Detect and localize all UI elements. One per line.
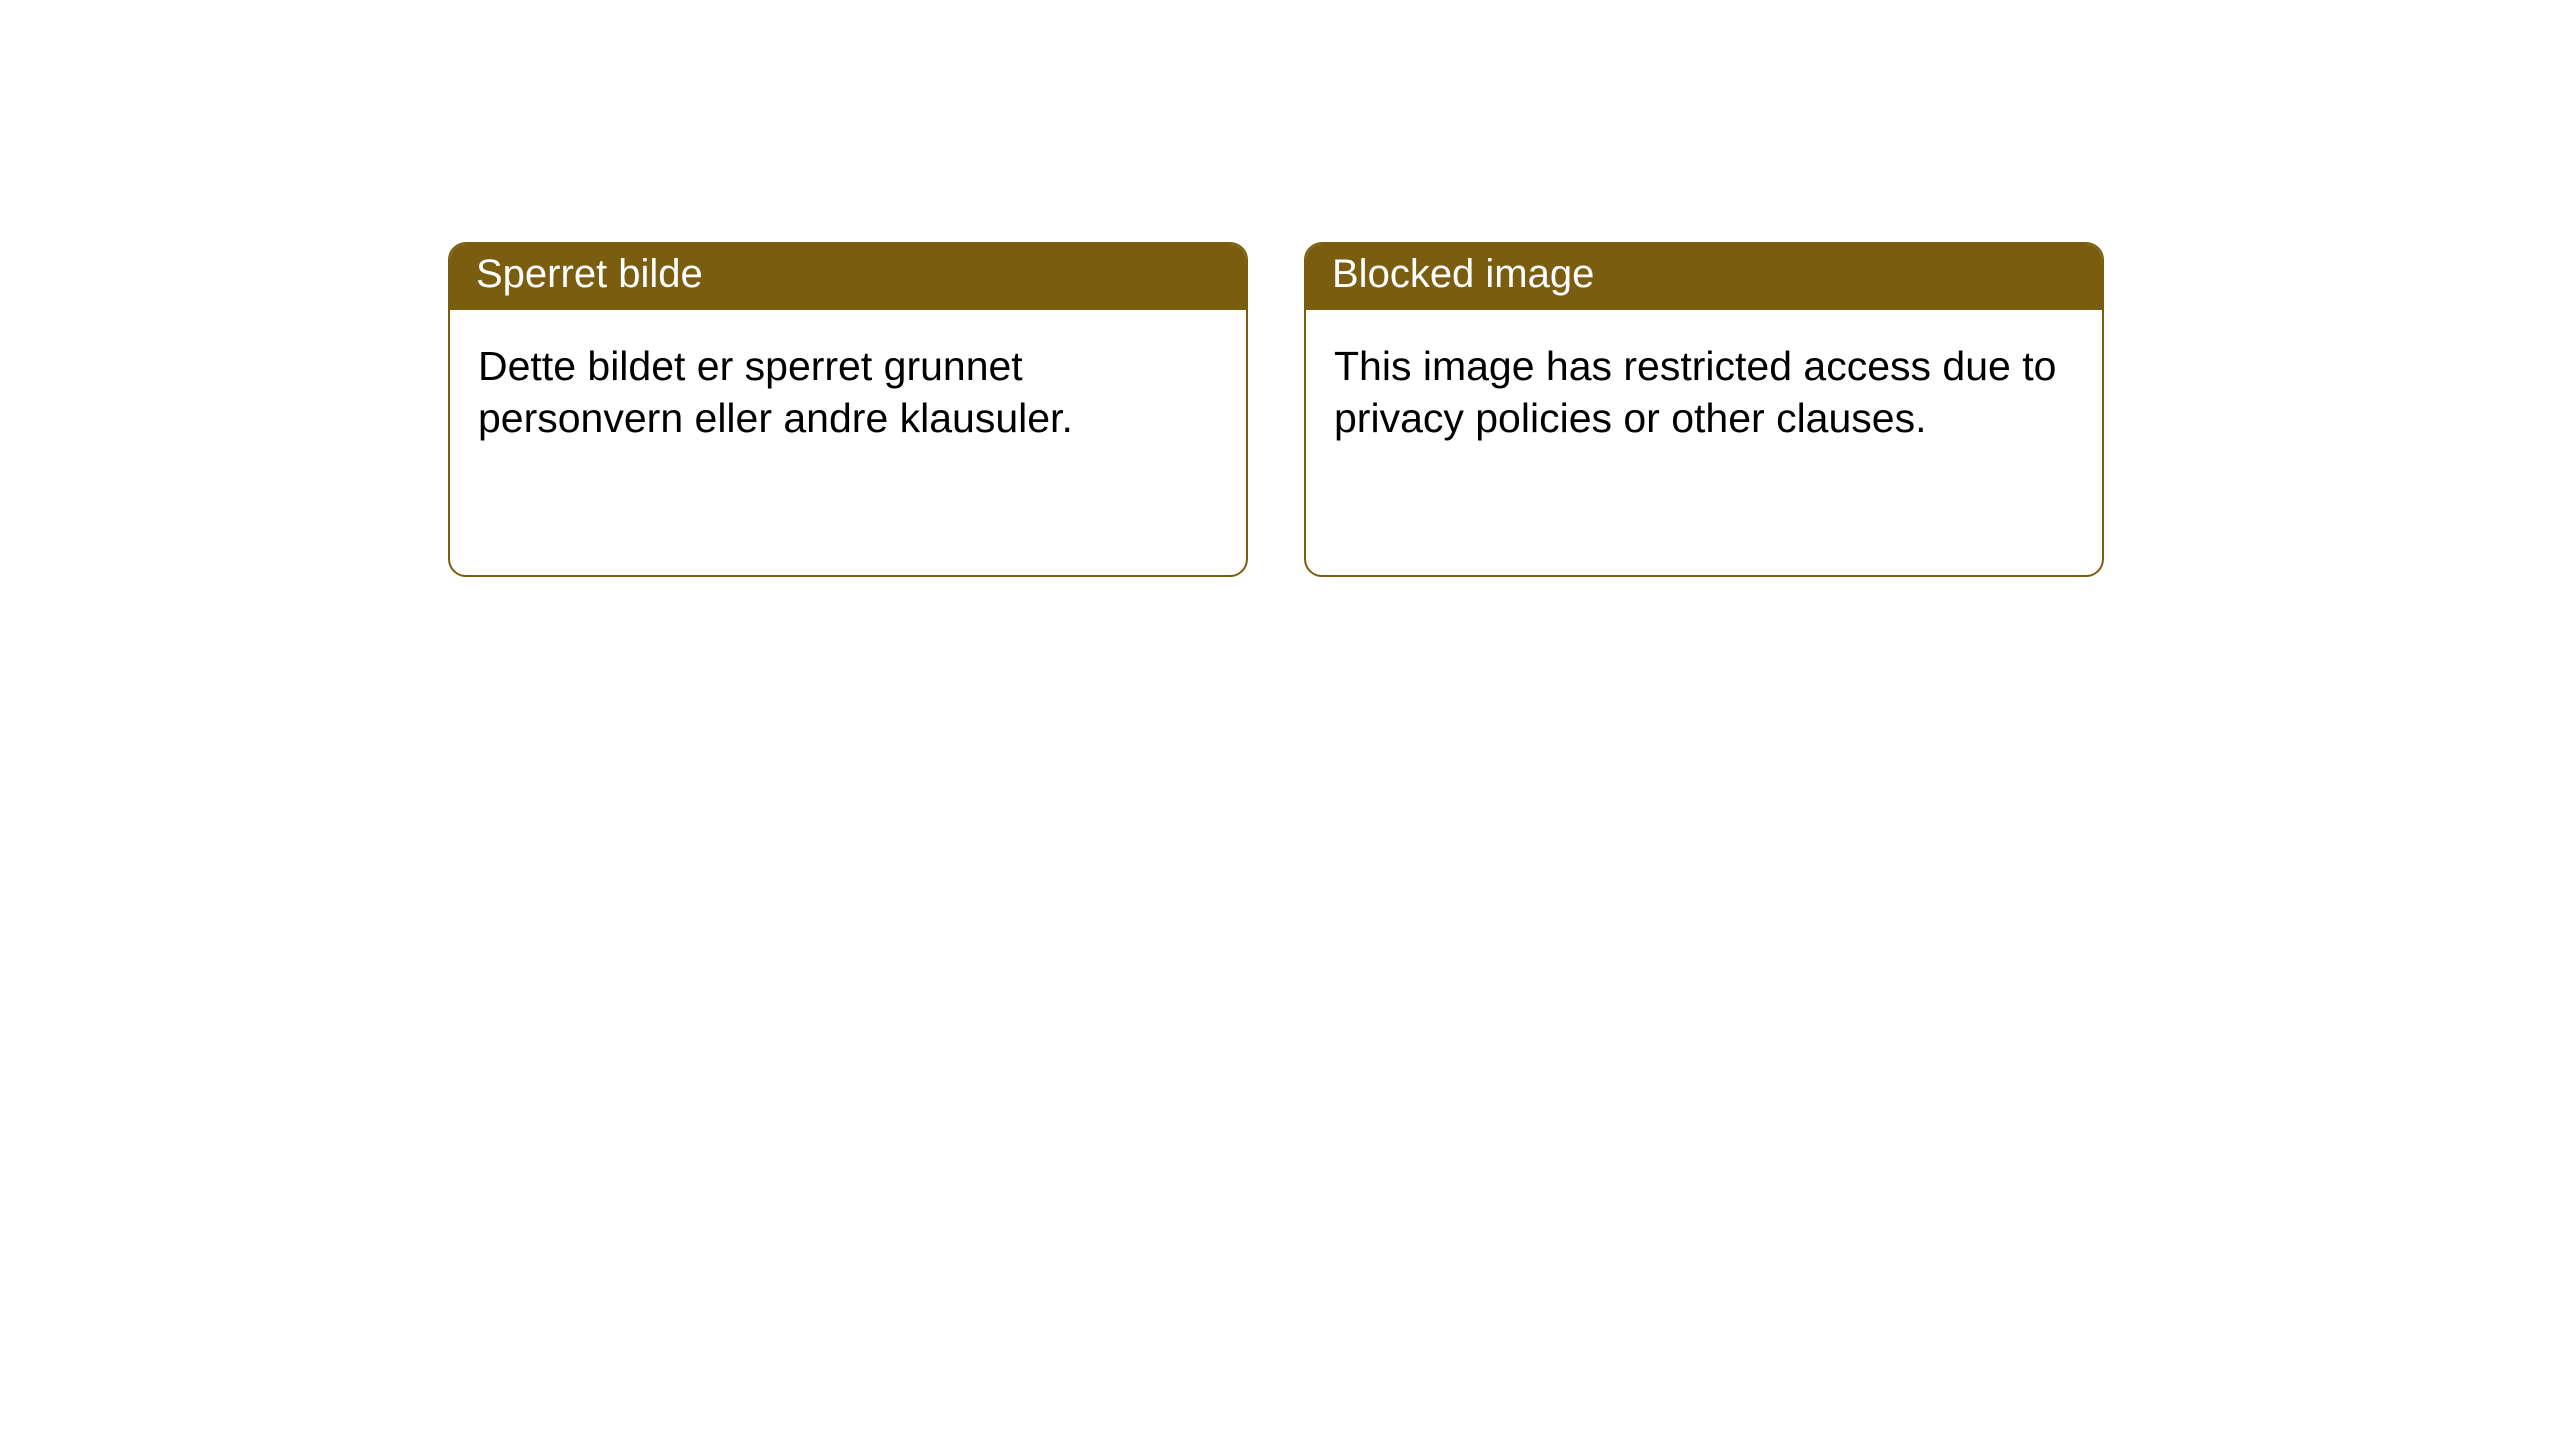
notice-card-norwegian: Sperret bilde Dette bildet er sperret gr… xyxy=(448,242,1248,577)
notice-title-norwegian: Sperret bilde xyxy=(450,244,1246,310)
notice-container: Sperret bilde Dette bildet er sperret gr… xyxy=(0,0,2560,577)
notice-message-english: This image has restricted access due to … xyxy=(1306,310,2102,475)
notice-message-norwegian: Dette bildet er sperret grunnet personve… xyxy=(450,310,1246,475)
notice-title-english: Blocked image xyxy=(1306,244,2102,310)
notice-card-english: Blocked image This image has restricted … xyxy=(1304,242,2104,577)
